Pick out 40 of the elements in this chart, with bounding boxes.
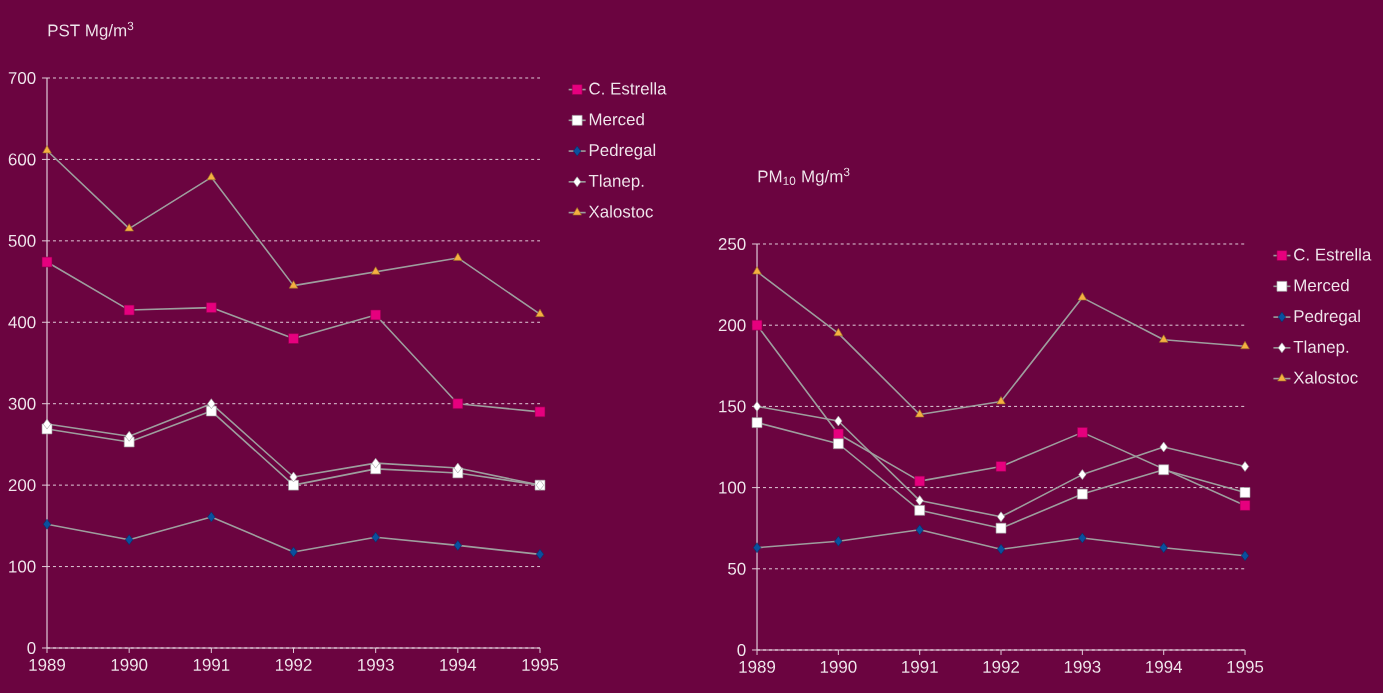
x-tick-label: 1990: [820, 660, 857, 673]
y-tick-label: 250: [718, 237, 746, 250]
legend-label: C. Estrella: [1294, 248, 1372, 261]
y-tick-label: 100: [9, 560, 36, 573]
x-tick-label: 1990: [111, 658, 148, 671]
legend-label: Merced: [589, 112, 644, 126]
y-tick-label: 50: [728, 562, 746, 575]
x-tick-label: 1989: [29, 658, 66, 671]
x-tick-label: 1992: [275, 658, 312, 671]
y-tick-label: 700: [8, 71, 36, 84]
x-tick-label: 1989: [739, 660, 776, 673]
x-tick-label: 1991: [193, 658, 230, 671]
x-tick-label: 1992: [983, 660, 1019, 673]
legend-label: C. Estrella: [589, 82, 667, 95]
y-tick-label: 150: [719, 400, 746, 413]
x-tick-label: 1994: [440, 658, 477, 671]
legend-label: Tlanep.: [1293, 340, 1349, 357]
x-tick-label: 1991: [902, 660, 938, 673]
x-tick-label: 1994: [1146, 660, 1183, 673]
legend-label: Tlanep.: [588, 174, 644, 191]
y-tick-label: 100: [719, 481, 746, 494]
legend-label: Xalostoc: [588, 205, 653, 218]
x-tick-label: 1995: [1227, 660, 1264, 673]
y-tick-label: 0: [737, 644, 746, 656]
x-tick-label: 1993: [358, 658, 394, 671]
legend-label: Pedregal: [1294, 309, 1360, 326]
x-tick-label: 1995: [522, 658, 559, 671]
y-axis-title: PM$_{10}$ Mg/m$^{3}$: [758, 167, 850, 186]
y-axis-title: PST Mg/m$^{3}$: [48, 21, 134, 40]
x-tick-label: 1993: [1064, 660, 1101, 673]
y-tick-label: 200: [718, 319, 746, 332]
y-tick-label: 0: [27, 642, 36, 654]
y-tick-label: 400: [8, 316, 36, 329]
y-tick-label: 600: [8, 153, 36, 166]
y-tick-label: 500: [8, 234, 36, 247]
y-tick-label: 200: [8, 479, 36, 492]
legend-label: Xalostoc: [1293, 371, 1358, 384]
legend-label: Merced: [1294, 278, 1349, 292]
y-tick-label: 300: [8, 397, 36, 410]
legend-label: Pedregal: [589, 143, 656, 160]
